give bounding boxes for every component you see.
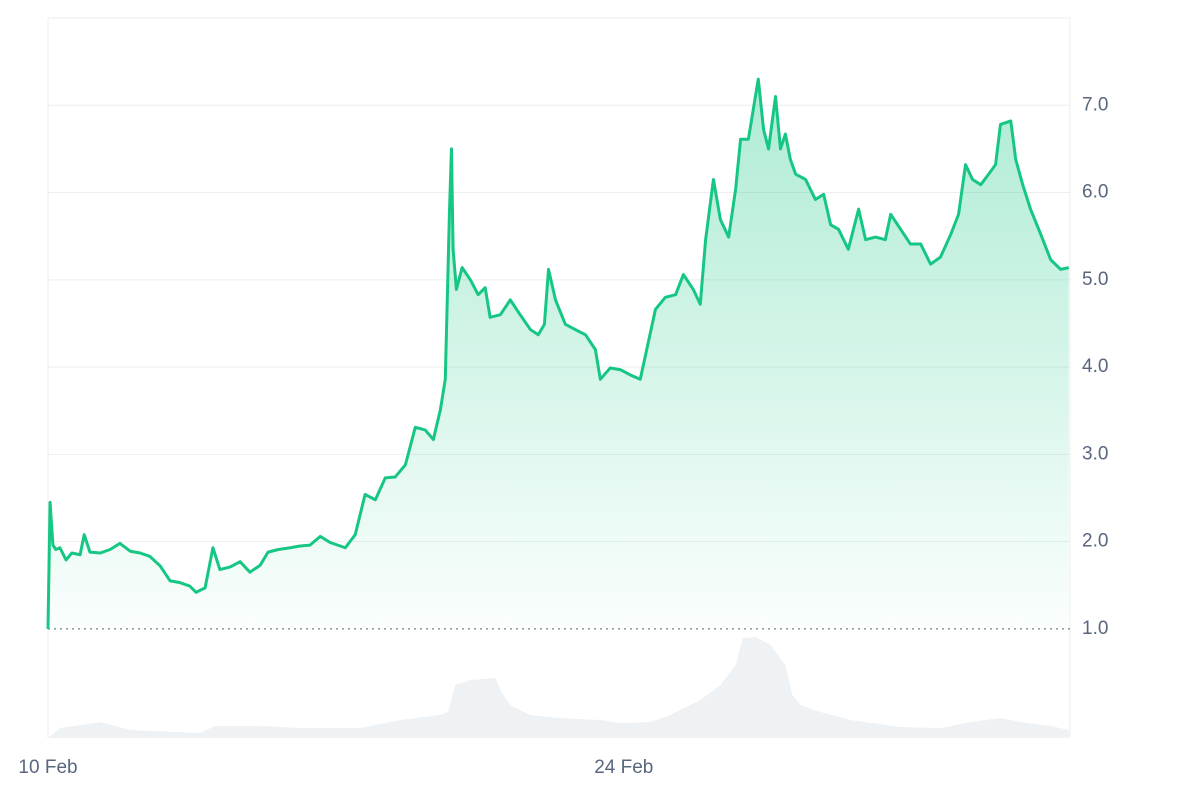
y-tick-label: 1.0: [1082, 618, 1108, 639]
x-tick-label: 10 Feb: [18, 757, 77, 778]
y-tick-label: 4.0: [1082, 356, 1108, 377]
x-tick-label: 24 Feb: [594, 757, 653, 778]
volume-area: [48, 636, 1069, 738]
y-tick-label: 3.0: [1082, 443, 1108, 464]
y-tick-label: 5.0: [1082, 269, 1108, 290]
price-area: [48, 79, 1069, 629]
y-tick-label: 2.0: [1082, 531, 1108, 552]
y-tick-label: 6.0: [1082, 182, 1108, 203]
y-tick-label: 7.0: [1082, 94, 1108, 115]
price-line: [46, 77, 1070, 629]
